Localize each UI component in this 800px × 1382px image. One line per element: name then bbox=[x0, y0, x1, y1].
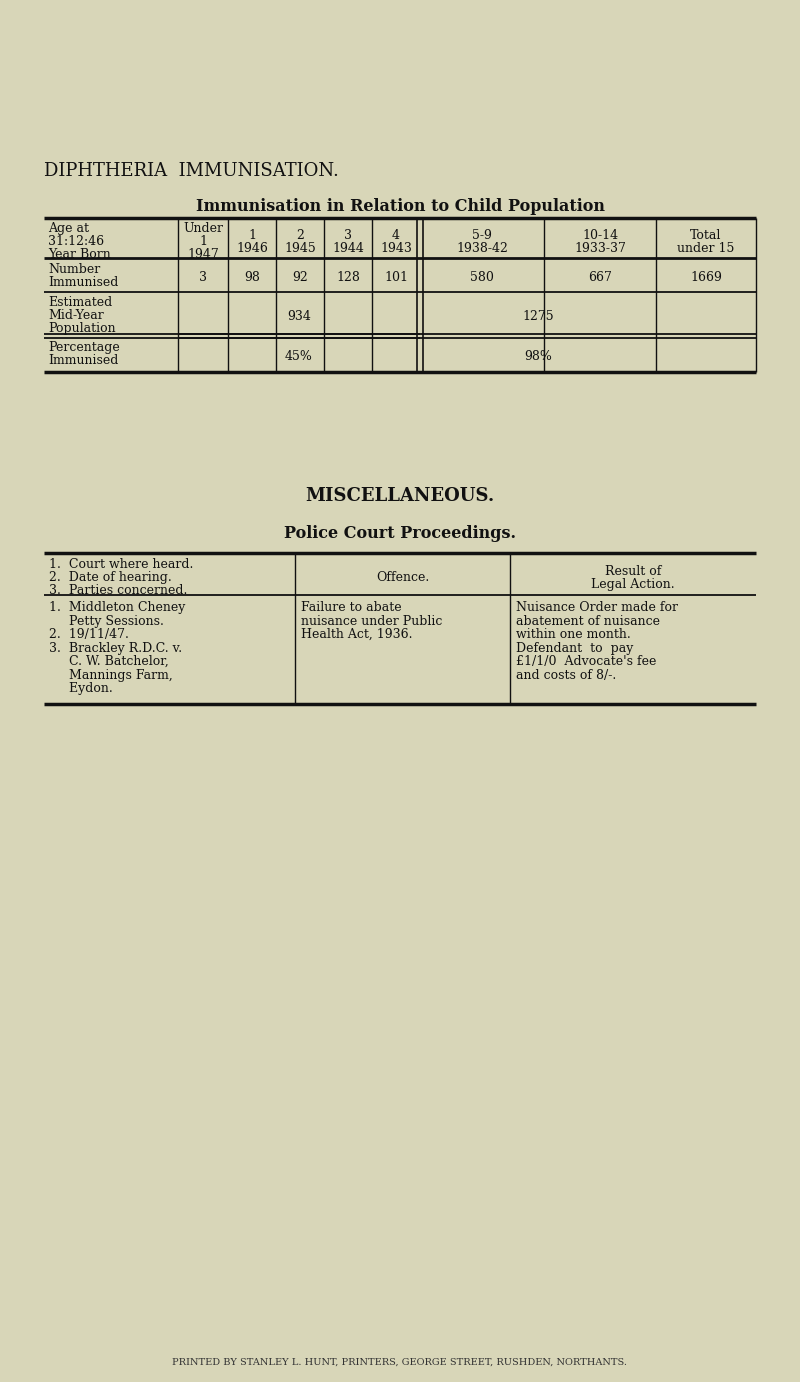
Text: Estimated: Estimated bbox=[48, 296, 112, 310]
Text: C. W. Batchelor,: C. W. Batchelor, bbox=[49, 655, 169, 668]
Text: abatement of nuisance: abatement of nuisance bbox=[516, 615, 660, 627]
Text: and costs of 8/-.: and costs of 8/-. bbox=[516, 669, 616, 681]
Text: Percentage: Percentage bbox=[48, 341, 120, 354]
Text: Police Court Proceedings.: Police Court Proceedings. bbox=[284, 525, 516, 542]
Text: 1.  Court where heard.: 1. Court where heard. bbox=[49, 558, 194, 571]
Text: Nuisance Order made for: Nuisance Order made for bbox=[516, 601, 678, 614]
Text: Failure to abate: Failure to abate bbox=[301, 601, 402, 614]
Text: under 15: under 15 bbox=[678, 242, 734, 254]
Text: nuisance under Public: nuisance under Public bbox=[301, 615, 442, 627]
Text: Offence.: Offence. bbox=[376, 571, 429, 585]
Text: 1947: 1947 bbox=[187, 247, 219, 261]
Text: Under: Under bbox=[183, 223, 223, 235]
Text: 1.  Middleton Cheney: 1. Middleton Cheney bbox=[49, 601, 186, 614]
Text: 2.  19/11/47.: 2. 19/11/47. bbox=[49, 627, 129, 641]
Text: 92: 92 bbox=[292, 271, 308, 283]
Text: 1: 1 bbox=[199, 235, 207, 247]
Text: 1275: 1275 bbox=[522, 310, 554, 323]
Text: 3.  Brackley R.D.C. v.: 3. Brackley R.D.C. v. bbox=[49, 641, 182, 655]
Text: 2: 2 bbox=[296, 228, 304, 242]
Text: Year Born: Year Born bbox=[48, 247, 110, 261]
Text: Number: Number bbox=[48, 263, 100, 276]
Text: Health Act, 1936.: Health Act, 1936. bbox=[301, 627, 413, 641]
Text: Defendant  to  pay: Defendant to pay bbox=[516, 641, 634, 655]
Text: Result of: Result of bbox=[605, 564, 661, 578]
Text: Total: Total bbox=[690, 228, 722, 242]
Text: 934: 934 bbox=[287, 310, 311, 323]
Text: 1933-37: 1933-37 bbox=[574, 242, 626, 254]
Text: £1/1/0  Advocate's fee: £1/1/0 Advocate's fee bbox=[516, 655, 656, 668]
Text: 3: 3 bbox=[344, 228, 352, 242]
Text: 1945: 1945 bbox=[284, 242, 316, 254]
Text: 1: 1 bbox=[248, 228, 256, 242]
Text: 3: 3 bbox=[199, 271, 207, 283]
Text: Mid-Year: Mid-Year bbox=[48, 310, 104, 322]
Text: 667: 667 bbox=[588, 271, 612, 283]
Text: 3.  Parties concerned.: 3. Parties concerned. bbox=[49, 585, 187, 597]
Text: Immunised: Immunised bbox=[48, 354, 118, 368]
Text: Legal Action.: Legal Action. bbox=[591, 578, 675, 590]
Text: 1946: 1946 bbox=[236, 242, 268, 254]
Text: 1669: 1669 bbox=[690, 271, 722, 283]
Text: DIPHTHERIA  IMMUNISATION.: DIPHTHERIA IMMUNISATION. bbox=[44, 162, 339, 180]
Text: 101: 101 bbox=[384, 271, 408, 283]
Text: 1944: 1944 bbox=[332, 242, 364, 254]
Text: 10-14: 10-14 bbox=[582, 228, 618, 242]
Text: Age at: Age at bbox=[48, 223, 89, 235]
Text: 1938-42: 1938-42 bbox=[456, 242, 508, 254]
Text: 4: 4 bbox=[392, 228, 400, 242]
Text: 31:12:46: 31:12:46 bbox=[48, 235, 104, 247]
Text: 580: 580 bbox=[470, 271, 494, 283]
Text: 45%: 45% bbox=[285, 350, 313, 363]
Text: Population: Population bbox=[48, 322, 116, 334]
Text: 98%: 98% bbox=[524, 350, 552, 363]
Text: 5-9: 5-9 bbox=[472, 228, 492, 242]
Text: Petty Sessions.: Petty Sessions. bbox=[49, 615, 164, 627]
Text: Immunisation in Relation to Child Population: Immunisation in Relation to Child Popula… bbox=[195, 198, 605, 216]
Text: 98: 98 bbox=[244, 271, 260, 283]
Text: Mannings Farm,: Mannings Farm, bbox=[49, 669, 173, 681]
Text: Immunised: Immunised bbox=[48, 276, 118, 289]
Text: 2.  Date of hearing.: 2. Date of hearing. bbox=[49, 571, 172, 585]
Text: Eydon.: Eydon. bbox=[49, 681, 113, 695]
Text: within one month.: within one month. bbox=[516, 627, 630, 641]
Text: 1943: 1943 bbox=[380, 242, 412, 254]
Text: 128: 128 bbox=[336, 271, 360, 283]
Text: PRINTED BY STANLEY L. HUNT, PRINTERS, GEORGE STREET, RUSHDEN, NORTHANTS.: PRINTED BY STANLEY L. HUNT, PRINTERS, GE… bbox=[173, 1359, 627, 1367]
Text: MISCELLANEOUS.: MISCELLANEOUS. bbox=[306, 486, 494, 504]
